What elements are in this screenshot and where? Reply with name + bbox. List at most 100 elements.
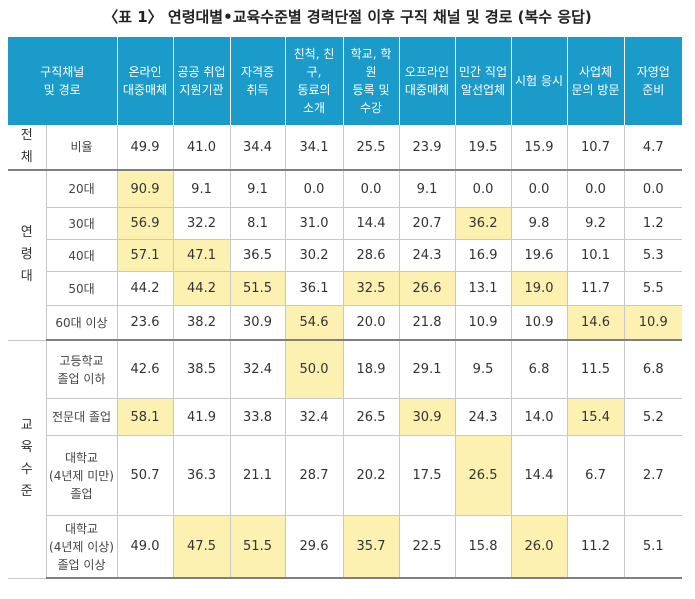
- value-cell: 15.9: [510, 125, 568, 171]
- value-cell: 36.5: [229, 239, 286, 272]
- value-cell: 36.1: [284, 271, 344, 306]
- value-cell: 8.1: [229, 207, 286, 240]
- value-cell: 19.5: [454, 125, 512, 171]
- value-cell: 17.5: [398, 435, 456, 516]
- value-cell: 0.0: [510, 170, 568, 208]
- value-cell: 49.0: [116, 515, 174, 579]
- value-cell: 5.2: [623, 398, 683, 436]
- row-label: 고등학교 졸업 이하: [45, 340, 118, 399]
- value-cell: 19.0: [510, 271, 568, 306]
- value-cell: 20.0: [342, 305, 400, 341]
- row-label: 30대: [45, 207, 118, 240]
- row-label: 비율: [45, 125, 118, 171]
- table-row: 대학교 (4년제 미만) 졸업 50.7 36.3 21.1 28.7 20.2 17.5 26.…: [8, 435, 683, 516]
- value-cell: 11.2: [566, 515, 625, 579]
- job-channel-table: 구직채널 및 경로 온라인 대중매체 공공 취업 지원기관 자격증 취득 친척, 친구, 동료의 소…: [8, 37, 683, 579]
- value-cell: 38.5: [172, 340, 231, 399]
- value-cell: 18.9: [342, 340, 400, 399]
- table-body: 전 체 비율 49.9 41.0 34.4 34.1 25.5 23.9 19.5 15.9 10.7…: [8, 125, 683, 579]
- value-cell: 10.9: [454, 305, 512, 341]
- header-col-3: 자격증 취득: [229, 37, 286, 125]
- value-cell: 0.0: [342, 170, 400, 208]
- value-cell: 34.1: [284, 125, 344, 171]
- value-cell: 0.0: [454, 170, 512, 208]
- value-cell: 20.2: [342, 435, 400, 516]
- value-cell: 32.4: [284, 398, 344, 436]
- value-cell: 44.2: [172, 271, 231, 306]
- value-cell: 9.1: [229, 170, 286, 208]
- value-cell: 11.7: [566, 271, 625, 306]
- header-col-5: 학교, 학원 등록 및 수강: [342, 37, 400, 125]
- value-cell: 23.9: [398, 125, 456, 171]
- value-cell: 9.2: [566, 207, 625, 240]
- value-cell: 30.2: [284, 239, 344, 272]
- row-label: 20대: [45, 170, 118, 208]
- value-cell: 6.7: [566, 435, 625, 516]
- header-col-1: 온라인 대중매체: [116, 37, 174, 125]
- value-cell: 0.0: [623, 170, 683, 208]
- value-cell: 50.0: [284, 340, 344, 399]
- value-cell: 28.6: [342, 239, 400, 272]
- value-cell: 5.5: [623, 271, 683, 306]
- value-cell: 9.5: [454, 340, 512, 399]
- value-cell: 41.0: [172, 125, 231, 171]
- value-cell: 29.6: [284, 515, 344, 579]
- value-cell: 25.5: [342, 125, 400, 171]
- value-cell: 21.1: [229, 435, 286, 516]
- value-cell: 14.6: [566, 305, 625, 341]
- row-label: 대학교 (4년제 미만) 졸업: [45, 435, 118, 516]
- header-col-6: 오프라인 대중매체: [398, 37, 456, 125]
- value-cell: 49.9: [116, 125, 174, 171]
- value-cell: 47.5: [172, 515, 231, 579]
- value-cell: 10.1: [566, 239, 625, 272]
- value-cell: 51.5: [229, 515, 286, 579]
- value-cell: 26.0: [510, 515, 568, 579]
- value-cell: 57.1: [116, 239, 174, 272]
- value-cell: 50.7: [116, 435, 174, 516]
- header-col-4: 친척, 친구, 동료의 소개: [284, 37, 344, 125]
- value-cell: 51.5: [229, 271, 286, 306]
- value-cell: 47.1: [172, 239, 231, 272]
- value-cell: 24.3: [454, 398, 512, 436]
- header-row: 구직채널 및 경로 온라인 대중매체 공공 취업 지원기관 자격증 취득 친척, 친구, 동료의 소…: [8, 37, 683, 125]
- value-cell: 26.6: [398, 271, 456, 306]
- header-col-7: 민간 직업 알선업체: [454, 37, 512, 125]
- value-cell: 0.0: [284, 170, 344, 208]
- value-cell: 32.4: [229, 340, 286, 399]
- value-cell: 35.7: [342, 515, 400, 579]
- value-cell: 29.1: [398, 340, 456, 399]
- value-cell: 5.3: [623, 239, 683, 272]
- value-cell: 10.7: [566, 125, 625, 171]
- value-cell: 16.9: [454, 239, 512, 272]
- value-cell: 9.1: [172, 170, 231, 208]
- table-row: 60대 이상 23.6 38.2 30.9 54.6 20.0 21.8 10.9 10.9 14…: [8, 305, 683, 341]
- value-cell: 2.7: [623, 435, 683, 516]
- value-cell: 19.6: [510, 239, 568, 272]
- value-cell: 1.2: [623, 207, 683, 240]
- table-row: 교 육 수 준 고등학교 졸업 이하 42.6 38.5 32.4 50.0 18.9 29.1 9.5…: [8, 340, 683, 579]
- row-label: 전문대 졸업: [45, 398, 118, 436]
- value-cell: 6.8: [510, 340, 568, 399]
- value-cell: 58.1: [116, 398, 174, 436]
- value-cell: 20.7: [398, 207, 456, 240]
- value-cell: 14.4: [342, 207, 400, 240]
- value-cell: 22.5: [398, 515, 456, 579]
- value-cell: 21.8: [398, 305, 456, 341]
- value-cell: 9.8: [510, 207, 568, 240]
- value-cell: 36.2: [454, 207, 512, 240]
- value-cell: 0.0: [566, 170, 625, 208]
- value-cell: 24.3: [398, 239, 456, 272]
- value-cell: 11.5: [566, 340, 625, 399]
- value-cell: 28.7: [284, 435, 344, 516]
- header-col-2: 공공 취업 지원기관: [172, 37, 231, 125]
- value-cell: 14.0: [510, 398, 568, 436]
- value-cell: 32.2: [172, 207, 231, 240]
- value-cell: 14.4: [510, 435, 568, 516]
- value-cell: 5.1: [623, 515, 683, 579]
- value-cell: 23.6: [116, 305, 174, 341]
- table-title: 〈표 1〉 연령대별•교육수준별 경력단절 이후 구직 채널 및 경로 (복수 …: [103, 8, 592, 26]
- header-channel-label: 구직채널 및 경로: [8, 37, 118, 125]
